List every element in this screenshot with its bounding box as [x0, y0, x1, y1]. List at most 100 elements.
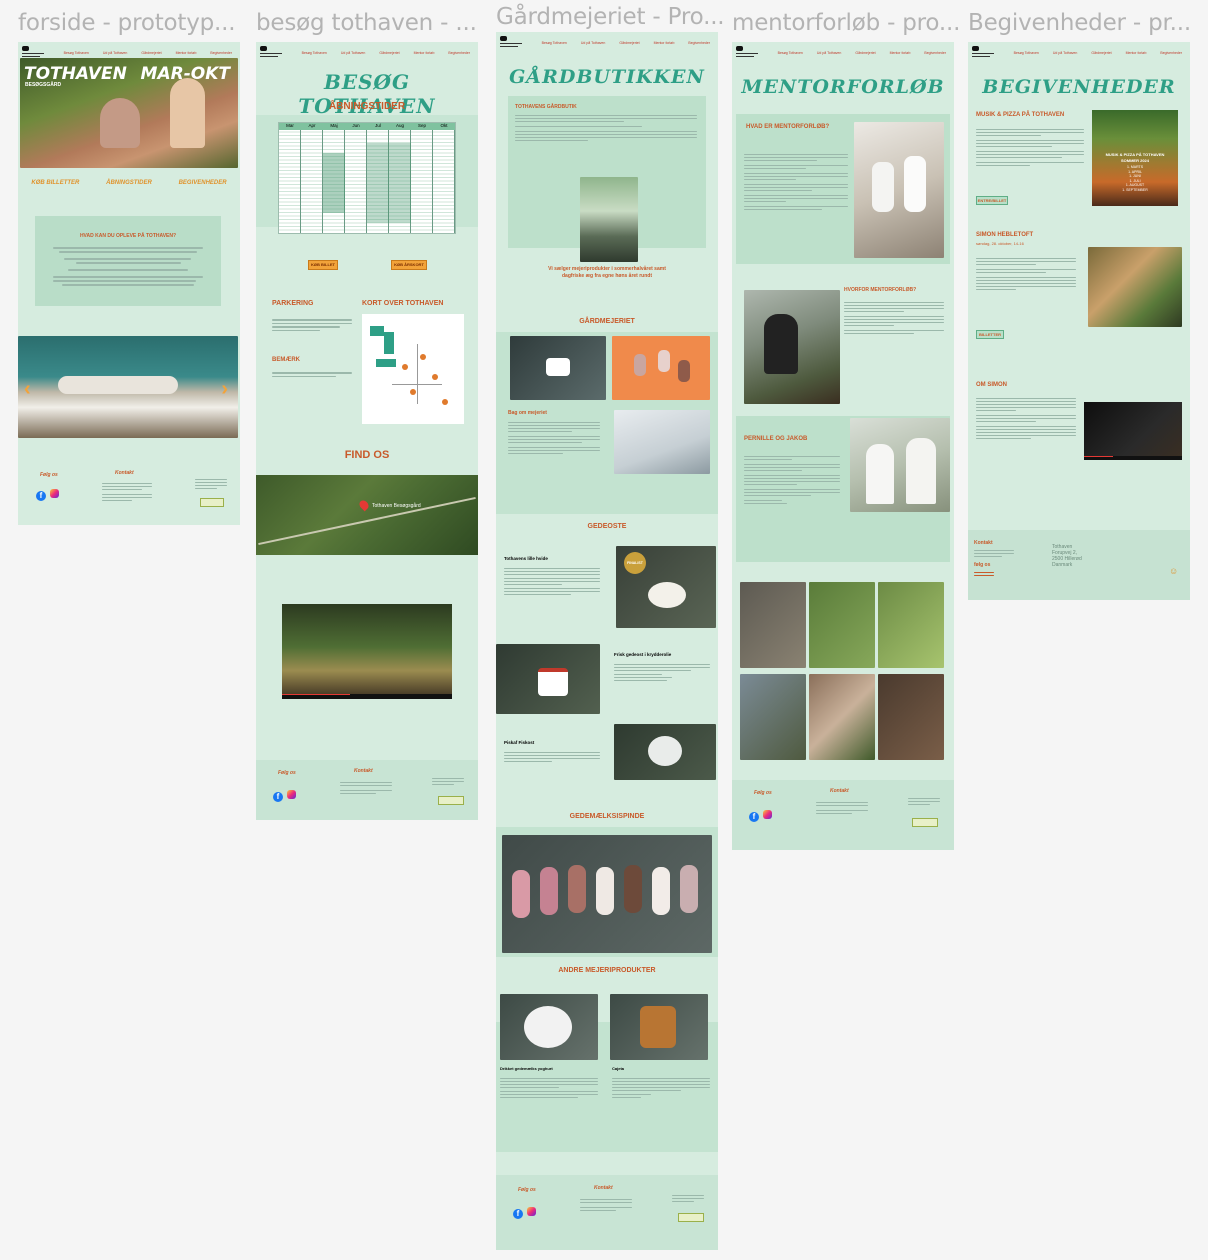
nav-item[interactable]: Ud på Tothaven [816, 51, 842, 55]
month-label: Apr [308, 123, 316, 128]
cat-shape [58, 376, 178, 394]
nav-item[interactable]: Ud på Tothaven [102, 51, 128, 55]
event1-poster[interactable]: MUSIK & PIZZA PÅ TOTHAVEN SOMMER 2024 1.… [1092, 110, 1178, 206]
instagram-icon[interactable] [50, 489, 60, 498]
frame-title-begiv[interactable]: Begivenheder - pr... [968, 10, 1191, 36]
nav-item[interactable]: Mentor forløb [413, 51, 435, 55]
nav-item[interactable]: Gårdmejeriet [141, 51, 162, 55]
contact-label: Kontakt [115, 470, 134, 476]
footer: Følg os f Kontakt [18, 465, 240, 525]
gallery-photo[interactable] [878, 582, 944, 668]
hero-subtitle: BESØGSGÅRD [25, 82, 62, 88]
facebook-icon[interactable]: f [513, 1209, 523, 1219]
carousel-next-icon[interactable]: › [221, 378, 228, 400]
nav-item[interactable]: Mentor forløb [653, 41, 675, 45]
page-title: GÅRDBUTIKKEN [509, 66, 705, 88]
contact-text [340, 780, 392, 796]
facebook-icon[interactable]: f [749, 812, 759, 822]
instagram-icon[interactable] [527, 1207, 537, 1216]
kitchen-photo [854, 122, 944, 258]
event1-ticket-button[interactable]: ENTRE/BILLET [976, 196, 1008, 205]
event2-date: søndag, 28. oktober, 14-16 [976, 241, 1024, 246]
link-events[interactable]: BEGIVENHEDER [178, 180, 227, 186]
footer: Følg os f Kontakt [256, 760, 478, 820]
gallery-photo[interactable] [809, 674, 875, 760]
frame-besog: Besøg Tothaven Ud på Tothaven Gårdmejeri… [256, 42, 478, 820]
frame-title-mejeri[interactable]: Gårdmejeriet - Pro... [496, 4, 725, 30]
nav-item[interactable]: Gårdmejeriet [855, 51, 876, 55]
event2-ticket-button[interactable]: BILLETTER [976, 330, 1004, 339]
gallery-photo[interactable] [878, 674, 944, 760]
nav-item[interactable]: Besøg Tothaven [301, 51, 327, 55]
carousel-prev-icon[interactable]: ‹ [24, 378, 31, 400]
logo[interactable] [972, 46, 998, 58]
logo[interactable] [500, 36, 526, 48]
poster-date: 1. SEPTEMBER [1122, 187, 1148, 192]
location-map[interactable]: Tothaven Besøgsgård [256, 475, 478, 555]
frame-title-mentor[interactable]: mentorforløb - pro... [732, 10, 961, 36]
logo[interactable] [260, 46, 286, 58]
nav-item[interactable]: Gårdmejeriet [619, 41, 640, 45]
nav-item[interactable]: Ud på Tothaven [1052, 51, 1078, 55]
nav-item[interactable]: Besøg Tothaven [63, 51, 89, 55]
follow-label: Følg os [278, 770, 296, 776]
nav-item[interactable]: Ud på Tothaven [340, 51, 366, 55]
video-player[interactable] [282, 604, 452, 699]
gallery-photo[interactable] [740, 582, 806, 668]
frame-title-besog[interactable]: besøg tothaven - ... [256, 10, 477, 36]
facebook-icon[interactable]: f [273, 792, 283, 802]
nav-item[interactable]: Mentor forløb [175, 51, 197, 55]
instagram-icon[interactable] [763, 810, 773, 819]
instagram-icon[interactable] [287, 790, 297, 799]
nav-item[interactable]: Mentor forløb [1125, 51, 1147, 55]
frame-title-forside[interactable]: forside - prototyp... [18, 10, 236, 36]
nav-item[interactable]: Besøg Tothaven [541, 41, 567, 45]
page-title: BEGIVENHEDER [982, 76, 1176, 98]
product-text [612, 1076, 710, 1100]
poster-date: 1. AUGUST [1125, 183, 1145, 187]
facebook-icon[interactable]: f [36, 491, 46, 501]
nav-item[interactable]: Besøg Tothaven [777, 51, 803, 55]
nav-item[interactable]: Mentor forløb [889, 51, 911, 55]
top-nav: Besøg Tothaven Ud på Tothaven Gårdmejeri… [968, 42, 1190, 64]
cheese-heading: GEDEOSTE [587, 523, 627, 530]
logo[interactable] [22, 46, 48, 58]
map-pin-icon[interactable] [357, 498, 371, 512]
about-video-player[interactable] [1084, 402, 1182, 460]
gallery-photo[interactable] [809, 582, 875, 668]
poster-sub: SOMMER 2024 [1120, 158, 1149, 163]
address-text [672, 1193, 704, 1204]
people-text [744, 454, 840, 506]
contact-label: Kontakt [974, 540, 993, 546]
nav-item[interactable]: Begivenheder [448, 51, 470, 55]
nav-item[interactable]: Begivenheder [688, 41, 710, 45]
nav-item[interactable]: Gårdmejeriet [379, 51, 400, 55]
buy-ticket-button[interactable]: KØB BILLET [308, 260, 338, 270]
logo[interactable] [736, 46, 762, 58]
badge-logo [438, 796, 464, 805]
cheese-item-text [614, 662, 710, 683]
top-nav: Besøg Tothaven Ud på Tothaven Gårdmejeri… [732, 42, 954, 64]
calendar-months: Mar Apr Maj Jun Jul Aug Sep Okt [279, 123, 455, 130]
social-icons: f [36, 485, 60, 503]
opening-calendar: Mar Apr Maj Jun Jul Aug Sep Okt [278, 122, 456, 234]
link-opening-hours[interactable]: ÅBNINGSTIDER [106, 180, 152, 186]
nav-item[interactable]: Besøg Tothaven [1013, 51, 1039, 55]
contact-text [580, 1197, 632, 1213]
info-box: HVAD KAN DU OPLEVE PÅ TOTHAVEN? [35, 216, 221, 306]
nav-item[interactable]: Begivenheder [1160, 51, 1182, 55]
nav-item[interactable]: Gårdmejeriet [1091, 51, 1112, 55]
nav-item[interactable]: Begivenheder [924, 51, 946, 55]
nav-item[interactable]: Begivenheder [210, 51, 232, 55]
farm-map[interactable] [362, 314, 464, 424]
social-links[interactable] [974, 570, 994, 578]
link-buy-tickets[interactable]: KØB BILLETTER [31, 180, 80, 186]
nav-item[interactable]: Ud på Tothaven [580, 41, 606, 45]
month-label: Sep [417, 123, 426, 128]
map-pin-label: Tothaven Besøgsgård [372, 503, 421, 509]
season-pass-button[interactable]: KØB ÅRSKORT [391, 260, 427, 270]
address-line: 2500 Hillerød [1052, 556, 1082, 562]
why-text [844, 300, 944, 336]
icecream-photo [612, 336, 710, 400]
gallery-photo[interactable] [740, 674, 806, 760]
